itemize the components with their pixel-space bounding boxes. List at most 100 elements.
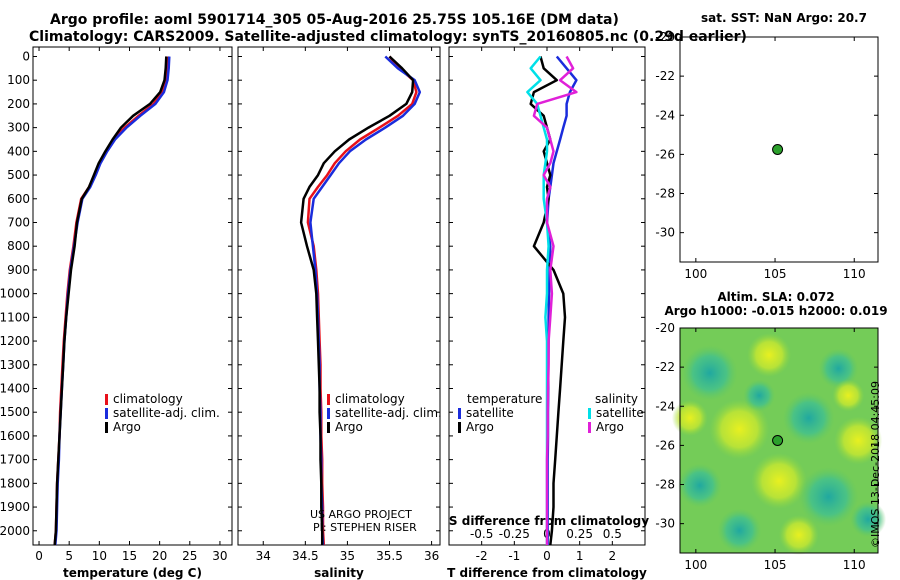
map_top-frame [679,36,879,263]
map_bottom-frame [679,327,879,554]
salinity-series-climatology [306,55,418,546]
difference-legend-t-argo-swatch [458,422,461,433]
map_top-ytick-label: -20 [655,30,675,44]
depth-tick-label: 800 [7,239,30,253]
temperature-xtick-label: 5 [65,549,73,563]
map_bottom-sla-blob [671,400,708,436]
salinity-annotation-pi: PI: STEPHEN RISER [313,521,417,534]
depth-tick-label: 1600 [0,429,30,443]
map-bottom-title-line2: Argo h1000: -0.015 h2000: 0.019 [664,304,887,318]
temperature-xtick-label: 25 [182,549,197,563]
depth-tick-label: 1000 [0,287,30,301]
difference-series-s-argo [532,55,578,545]
salinity-xlabel: salinity [314,566,364,580]
difference-legend-t-argo-label: Argo [466,420,494,434]
chart-title-line1: Argo profile: aoml 5901714_305 05-Aug-20… [50,12,619,28]
map-top-title: sat. SST: NaN Argo: 20.7 [701,11,867,25]
difference-series-t-argo [529,56,567,546]
depth-tick-label: 1300 [0,358,30,372]
map_top-ytick-label: -22 [655,69,675,83]
map_bottom-sla-blob [798,466,859,527]
map_top-ytick-label: -30 [655,226,675,240]
difference-legend-salinity-title: salinity [595,392,638,406]
imos-credit: ©IMOS 13-Dec-2018 04:45:09 [869,381,882,548]
difference-s-tick-label: -0.25 [499,527,530,541]
map_bottom-sla-blob [832,379,865,412]
salinity-series-argo [299,55,415,545]
map_bottom-sla-blob [717,508,762,553]
map_bottom-ytick-label: -20 [655,321,675,335]
map_top-xtick-label: 105 [764,267,787,281]
difference-xtick-label: -1 [508,549,520,563]
map_bottom-sla-blob [782,392,835,444]
depth-tick-label: 100 [7,73,30,87]
difference-xtick-label: 0 [543,549,551,563]
temperature-xtick-label: 10 [92,549,107,563]
difference-s-tick-label: 0.5 [603,527,622,541]
depth-tick-label: 1500 [0,405,30,419]
temperature-xlabel: temperature (deg C) [63,566,202,580]
salinity-legend-0-swatch [327,394,330,405]
temperature-legend-0-label: climatology [113,392,183,406]
temperature-legend-0-swatch [105,394,108,405]
temperature-series-argo [53,56,168,546]
difference-legend-t-satellite-swatch [458,408,461,419]
map_bottom-sla-blob [677,463,722,508]
depth-tick-label: 400 [7,144,30,158]
depth-tick-label: 600 [7,192,30,206]
temperature-xtick-label: 30 [212,549,227,563]
map_bottom-sla-blob [709,399,770,460]
map_bottom-ytick-label: -28 [655,478,675,492]
depth-tick-label: 500 [7,168,30,182]
map_bottom-sla-blob [747,333,792,377]
salinity-legend-1-label: satellite-adj. clim. [335,406,442,420]
map_top-xtick-label: 110 [843,267,866,281]
difference-legend-s-argo-swatch [588,422,591,433]
temperature-legend-1-swatch [105,408,108,419]
map_bottom-sla-blob [850,501,887,538]
map_bottom-xtick-label: 110 [843,558,866,572]
salinity-legend-0-label: climatology [335,392,405,406]
depth-tick-label: 1400 [0,381,30,395]
temperature-legend-2-label: Argo [113,420,141,434]
depth-tick-label: 0 [22,49,30,63]
temperature-series-climatology [53,56,169,546]
depth-tick-label: 300 [7,121,30,135]
map-bottom-title-line1: Altim. SLA: 0.072 [717,290,834,304]
map_bottom-sla-blob [743,379,776,412]
chart-title-line2: Climatology: CARS2009. Satellite-adjuste… [29,29,747,45]
salinity-xtick-label: 35 [340,549,355,563]
depth-tick-label: 2000 [0,524,30,538]
salinity-legend-1-swatch [327,408,330,419]
map_top-ytick-label: -28 [655,187,675,201]
depth-tick-label: 1700 [0,453,30,467]
map_bottom-ytick-label: -24 [655,399,675,413]
salinity-annotation-project: US ARGO PROJECT [310,508,412,521]
difference-s-tick-label: 0.25 [566,527,593,541]
salinity-xtick-label: 34.5 [292,549,319,563]
salinity-xtick-label: 36 [424,549,439,563]
map_bottom-sla-blob [751,453,807,509]
temperature-xtick-label: 0 [35,549,43,563]
difference-xtick-label: 2 [609,549,617,563]
map_bottom-sla-blob [818,348,859,389]
depth-tick-label: 1900 [0,500,30,514]
temperature-legend-2-swatch [105,422,108,433]
salinity-legend-2-label: Argo [335,420,363,434]
map_bottom-ytick-label: -30 [655,517,675,531]
salinity-legend-2-swatch [327,422,330,433]
difference-legend-t-satellite-label: satellite [466,406,514,420]
difference-xlabel: T difference from climatology [447,566,647,580]
map_bottom-ytick-label: -22 [655,360,675,374]
depth-tick-label: 900 [7,263,30,277]
map_bottom-argo-position-marker [772,435,784,446]
temperature-series-satellite-adj-clim- [54,56,171,546]
map_top-ytick-label: -26 [655,147,675,161]
depth-tick-label: 200 [7,97,30,111]
difference-s-label: S difference from climatology [449,514,649,528]
depth-tick-label: 1100 [0,310,30,324]
map_top-argo-position-marker [772,144,784,155]
difference-legend-s-satellite-label: satellite [596,406,644,420]
difference-legend-s-argo-label: Argo [596,420,624,434]
map_bottom-sla-blob [681,345,738,401]
